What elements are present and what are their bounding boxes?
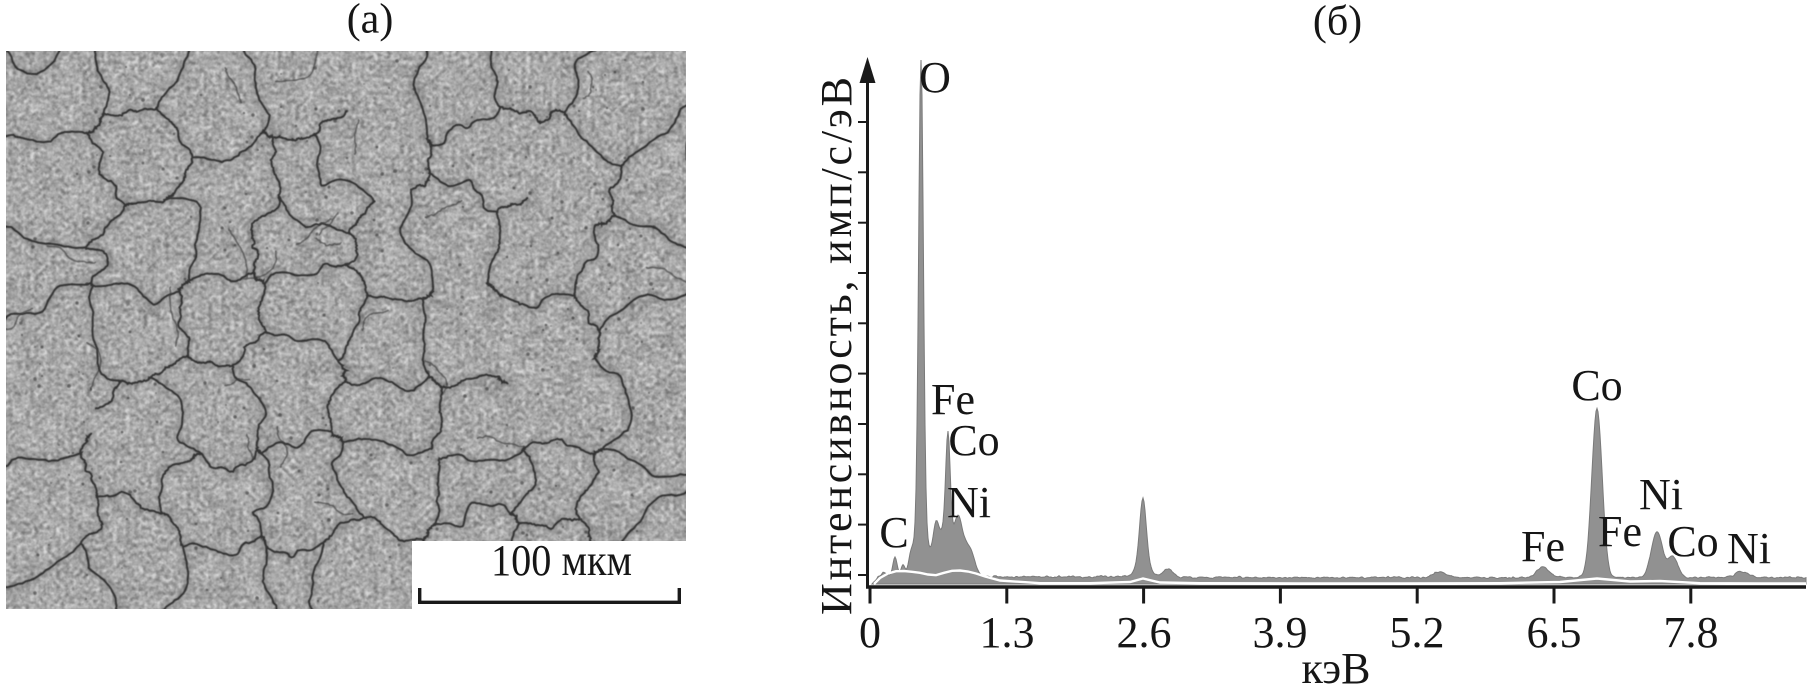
svg-text:Fe: Fe — [931, 375, 975, 424]
svg-text:C: C — [879, 508, 908, 557]
svg-text:Co: Co — [1667, 517, 1718, 566]
svg-text:Интенсивность, имп/с/эВ: Интенсивность, имп/с/эВ — [812, 77, 861, 615]
svg-text:7.8: 7.8 — [1664, 608, 1719, 657]
svg-text:3.9: 3.9 — [1253, 608, 1308, 657]
svg-text:100 мкм: 100 мкм — [491, 536, 632, 585]
svg-text:Fe: Fe — [1521, 522, 1565, 571]
svg-text:Ni: Ni — [947, 478, 991, 527]
svg-text:Co: Co — [948, 416, 999, 465]
svg-text:(б): (б) — [1313, 0, 1362, 45]
svg-text:Ni: Ni — [1727, 524, 1771, 573]
svg-text:2.6: 2.6 — [1117, 608, 1172, 657]
svg-text:6.5: 6.5 — [1527, 608, 1582, 657]
svg-text:0: 0 — [859, 608, 881, 657]
svg-text:Co: Co — [1571, 361, 1622, 410]
svg-text:Fe: Fe — [1598, 507, 1642, 556]
svg-text:5.2: 5.2 — [1390, 608, 1445, 657]
svg-text:Ni: Ni — [1639, 470, 1683, 519]
svg-text:1.3: 1.3 — [980, 608, 1035, 657]
svg-text:кэВ: кэВ — [1301, 644, 1370, 693]
svg-text:O: O — [919, 53, 951, 102]
svg-text:(а): (а) — [347, 0, 394, 43]
